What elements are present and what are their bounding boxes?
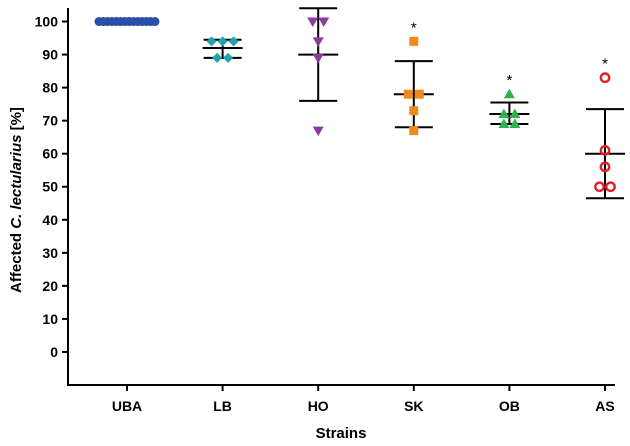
y-ticks: 0 10 20 30 40 50 60 70 80 90 100 bbox=[35, 14, 68, 360]
point-ob-1 bbox=[503, 88, 515, 99]
point-sk-1 bbox=[409, 36, 419, 46]
y-axis-title-species: C. lectularius bbox=[8, 135, 25, 229]
y-tick-label-60: 60 bbox=[42, 146, 58, 162]
point-ob-2 bbox=[498, 108, 510, 119]
point-lb-5 bbox=[223, 52, 234, 63]
point-ho-3 bbox=[312, 37, 324, 47]
y-tick-label-10: 10 bbox=[42, 311, 58, 327]
point-sk-5 bbox=[409, 126, 419, 136]
y-tick-label-90: 90 bbox=[42, 47, 58, 63]
y-tick-label-20: 20 bbox=[42, 278, 58, 294]
point-ob-3 bbox=[509, 108, 521, 119]
point-ho-4 bbox=[312, 53, 324, 64]
y-tick-label-40: 40 bbox=[42, 212, 58, 228]
point-sk-3 bbox=[414, 89, 424, 99]
point-lb-2 bbox=[217, 36, 228, 47]
point-ho-1 bbox=[307, 17, 319, 28]
significance-star-as: * bbox=[602, 56, 608, 73]
point-ho-5 bbox=[312, 126, 324, 137]
point-as-1 bbox=[599, 72, 611, 84]
point-lb-4 bbox=[212, 52, 223, 63]
error-bars bbox=[108, 7, 625, 200]
significance-star-sk: * bbox=[411, 19, 417, 36]
y-tick-label-70: 70 bbox=[42, 113, 58, 129]
y-tick-label-100: 100 bbox=[35, 14, 59, 30]
axes bbox=[67, 8, 615, 386]
point-lb-3 bbox=[228, 36, 239, 47]
y-tick-label-30: 30 bbox=[42, 245, 58, 261]
significance-star-ob: * bbox=[506, 72, 512, 89]
y-tick-label-0: 0 bbox=[50, 344, 58, 360]
point-sk-2 bbox=[403, 89, 413, 99]
point-lb-1 bbox=[206, 36, 217, 47]
x-ticks: UBA LB HO SK OB AS bbox=[112, 385, 615, 414]
x-tick-label-uba: UBA bbox=[112, 398, 142, 414]
data-points bbox=[94, 17, 616, 193]
x-tick-label-lb: LB bbox=[213, 398, 232, 414]
x-tick-label-ob: OB bbox=[499, 398, 520, 414]
point-sk-4 bbox=[409, 106, 419, 116]
y-axis-title-prefix: Affected bbox=[8, 229, 25, 293]
point-ob-5 bbox=[509, 118, 521, 128]
point-as-4 bbox=[594, 181, 605, 193]
y-tick-label-80: 80 bbox=[42, 80, 58, 96]
point-ob-4 bbox=[498, 118, 510, 128]
x-tick-label-sk: SK bbox=[404, 398, 423, 414]
y-axis-title: Affected C. lectularius [%] bbox=[8, 107, 25, 293]
point-as-2 bbox=[599, 144, 611, 156]
point-as-3 bbox=[599, 161, 611, 173]
y-axis-title-unit: [%] bbox=[8, 107, 25, 135]
x-tick-label-as: AS bbox=[595, 398, 614, 414]
significance-markers: * * * bbox=[411, 19, 608, 89]
x-tick-label-ho: HO bbox=[308, 398, 329, 414]
point-as-5 bbox=[605, 181, 616, 193]
point-ho-2 bbox=[318, 17, 330, 28]
point-uba-14 bbox=[150, 17, 160, 27]
y-tick-label-50: 50 bbox=[42, 179, 58, 195]
x-axis-title: Strains bbox=[316, 425, 367, 442]
